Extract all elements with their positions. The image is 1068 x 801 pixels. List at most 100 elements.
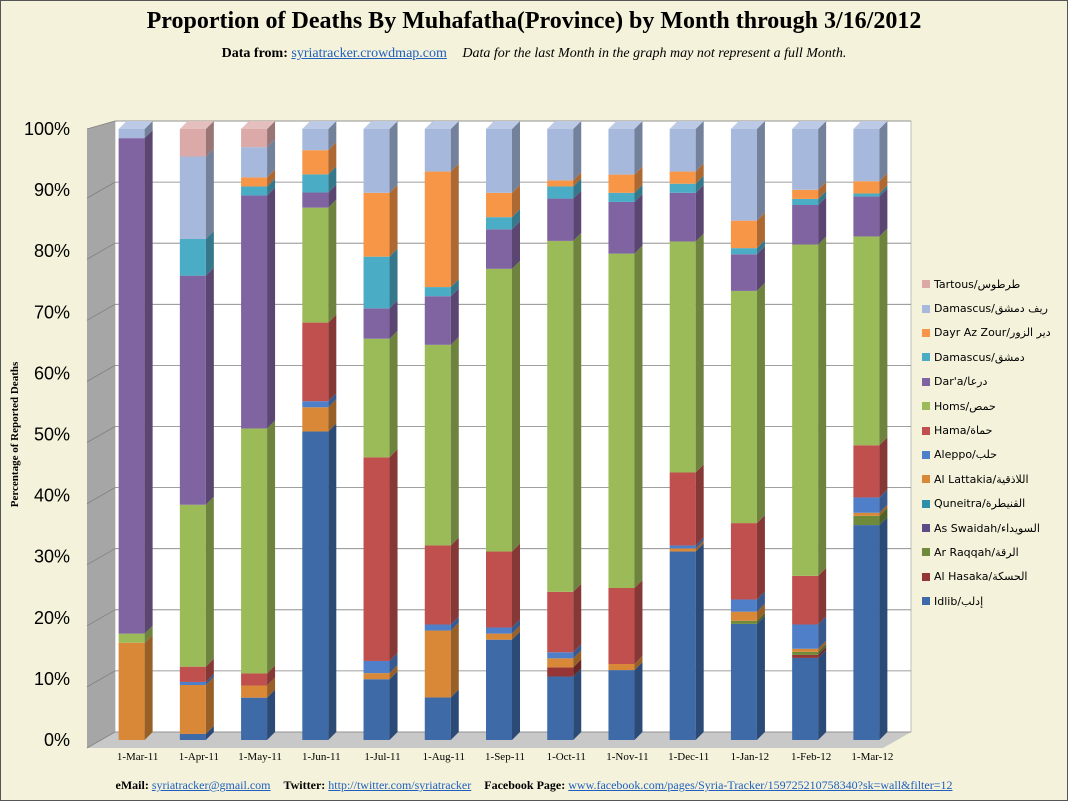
bar-segment [424, 630, 451, 698]
bar-segment [424, 171, 451, 288]
bar-segment-side [879, 185, 888, 197]
bar-segment [792, 204, 819, 245]
legend-label: Dayr Az Zour/دير الزور [934, 326, 1051, 340]
bar-segment [547, 129, 574, 181]
chart-legend: Tartous/طرطوس Damascus/ريف دمشق Dayr Az Zo… [922, 272, 1062, 613]
bar-segment [853, 445, 880, 498]
bar-segment [792, 129, 819, 190]
bar-segment-side [818, 649, 827, 740]
bar-segment-side [634, 656, 643, 671]
bar-segment [363, 192, 390, 257]
legend-label: Idlib/إدلب [934, 594, 984, 608]
bar-segment-side [144, 121, 153, 139]
legend-label: Aleppo/حلب [934, 448, 997, 462]
facebook-link[interactable]: www.facebook.com/pages/Syria-Tracker/159… [568, 778, 953, 792]
legend-swatch [922, 548, 930, 557]
bar-segment-side [267, 420, 276, 674]
bar-segment [853, 181, 880, 194]
bar-segment-side [450, 279, 459, 297]
bar-segment-side [695, 121, 704, 172]
bar-segment-side [450, 121, 459, 172]
bar-segment-side [267, 677, 276, 698]
bar-segment [730, 129, 757, 221]
bar-segment [853, 515, 880, 526]
bar-segment [424, 624, 451, 631]
bar-segment-side [879, 504, 888, 516]
bar-segment [547, 198, 574, 241]
bar-segment-side [634, 166, 643, 193]
gridline-side [86, 120, 116, 130]
bar-segment-side [756, 282, 765, 524]
legend-item: Ar Raqqah/الرقة [922, 540, 1062, 564]
bar-segment-side [756, 612, 765, 624]
bar-segment-side [695, 233, 704, 473]
bar-segment-side [205, 673, 214, 686]
y-tick-label: 0% [44, 730, 70, 750]
legend-item: Dar'a/درعا [922, 370, 1062, 394]
legend-label: Damascus/ريف دمشق [934, 302, 1048, 316]
gridline-side [86, 731, 116, 749]
bar-segment-side [328, 166, 337, 193]
bar-segment-side [389, 330, 398, 458]
x-tick-label: 1-Jun-11 [302, 751, 341, 763]
contact-footer: eMail: syriatracker@gmail.com Twitter: h… [0, 778, 1068, 793]
bar-segment [792, 657, 819, 740]
legend-label: Damascus/دمشق [934, 350, 1025, 364]
data-source-link[interactable]: syriatracker.crowdmap.com [291, 46, 447, 61]
bar-segment-side [695, 537, 704, 549]
bar-segment [241, 195, 268, 429]
y-tick-label: 60% [34, 363, 70, 383]
bar-segment-side [634, 245, 643, 589]
bar-segment [424, 129, 451, 172]
bar-segment [669, 192, 696, 242]
y-tick-label: 40% [34, 486, 70, 506]
gridline-side [86, 365, 116, 382]
bar-segment [486, 639, 512, 740]
bar-segment-side [695, 163, 704, 184]
bar-segment [547, 591, 574, 653]
bar-segment-side [573, 121, 582, 181]
bar-segment-side [879, 489, 888, 513]
bar-segment-side [512, 260, 520, 552]
bar-segment-top [363, 121, 398, 129]
bar-segment [241, 129, 268, 148]
bar-segment [669, 241, 696, 473]
legend-label: Hama/حماة [934, 424, 993, 438]
x-tick-label: 1-Feb-12 [791, 751, 831, 763]
bar-segment [241, 673, 268, 686]
bar-segment-side [818, 181, 827, 199]
bar-segment [179, 685, 206, 734]
bar-segment [669, 472, 696, 546]
legend-swatch [922, 402, 930, 411]
bar-segment [424, 296, 451, 345]
bar-segment-side [205, 677, 214, 734]
bar-segment-side [450, 689, 459, 740]
bar-segment-side [818, 616, 827, 649]
bar-segment-side [205, 148, 214, 239]
email-link[interactable]: syriatracker@gmail.com [151, 778, 271, 792]
bar-segment-top [853, 121, 888, 129]
legend-swatch [922, 377, 930, 386]
bar-segment [179, 504, 206, 667]
legend-item: Dayr Az Zour/دير الزور [922, 321, 1062, 345]
bar-segment [608, 201, 635, 254]
y-axis-label: Percentage of Reported Deaths [9, 361, 21, 507]
bar-segment [241, 177, 268, 187]
legend-swatch [922, 280, 930, 289]
bar-segment-side [512, 121, 520, 193]
bar-segment-top [179, 121, 214, 129]
bar-segment-top [424, 121, 459, 129]
bar-segment [669, 548, 696, 552]
bar-segment-side [634, 580, 643, 665]
bar-segment-top [547, 121, 582, 129]
bar-segment [730, 220, 757, 249]
bar-segment-side [328, 314, 337, 402]
bar-segment-side [512, 221, 520, 269]
bar-segment-side [205, 121, 214, 157]
twitter-link[interactable]: http://twitter.com/syriatracker [328, 778, 472, 792]
x-tick-label: 1-Nov-11 [606, 751, 648, 763]
bar-segment [241, 186, 268, 196]
bar-segment-side [573, 172, 582, 187]
gridline-side [86, 548, 116, 566]
